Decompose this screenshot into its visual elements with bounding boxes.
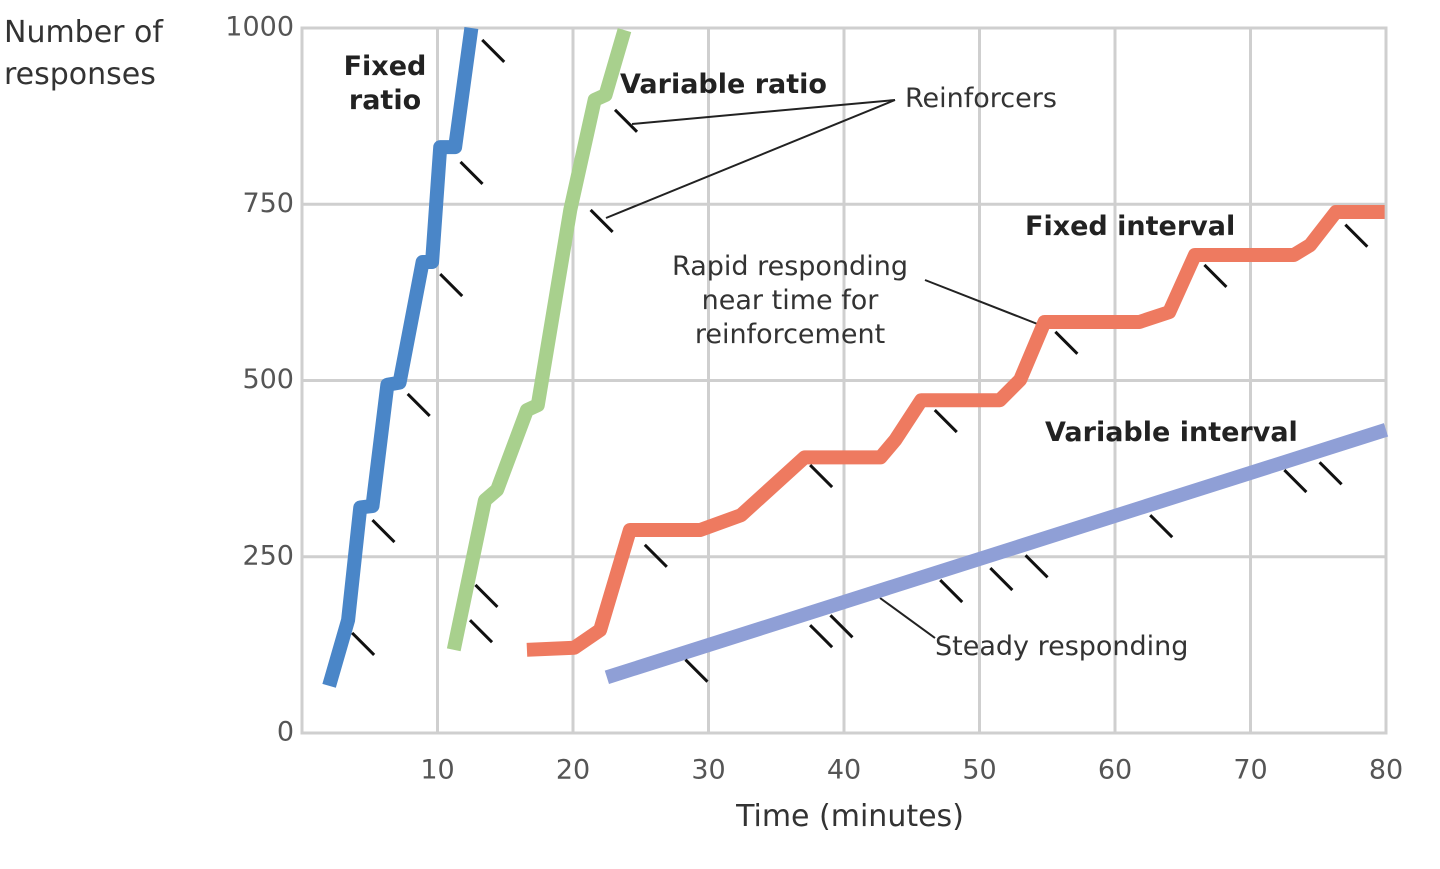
annotation: Rapid responding near time for reinforce… [672, 251, 908, 350]
reinforcer-mark [351, 631, 376, 656]
reinforcer-mark [468, 619, 494, 644]
y-tick-label: 250 [242, 540, 294, 571]
x-tick-label: 50 [962, 755, 996, 786]
reinforcer-mark [1054, 330, 1079, 355]
grid [300, 26, 1388, 735]
series-line [526, 205, 1385, 657]
reinforcer-mark [474, 583, 499, 609]
x-tick-label: 40 [827, 755, 861, 786]
series-line [446, 28, 632, 652]
reinforcer-mark [459, 160, 484, 186]
y-axis-title: Number of responses [4, 15, 163, 92]
reinforcer-mark [933, 409, 958, 434]
reinforcer-mark [406, 392, 431, 417]
series-line [322, 27, 479, 688]
annotation: Reinforcers [905, 83, 1057, 114]
leader-line [879, 597, 936, 639]
y-tick-label: 750 [242, 188, 294, 219]
reinforcer-mark [1024, 554, 1049, 579]
y-tick-label: 0 [277, 717, 294, 748]
x-axis-title: Time (minutes) [736, 799, 964, 834]
reinforcer-mark [1283, 468, 1308, 494]
annotation: Steady responding [935, 631, 1189, 662]
leader-line [605, 99, 896, 219]
reinforcer-mark [829, 614, 854, 639]
reinforcer-mark [613, 108, 639, 133]
series-label: Variable interval [1045, 417, 1298, 448]
x-tick-label: 30 [691, 755, 725, 786]
reinforcer-mark [589, 208, 614, 233]
y-tick-label: 500 [242, 364, 294, 395]
reinforcer-mark [1344, 223, 1369, 248]
series-label: Fixed ratio [343, 51, 427, 116]
reinforcer-mark [1203, 263, 1228, 288]
reinforcer-mark [989, 566, 1014, 592]
reinforcer-mark [643, 543, 668, 568]
leader-line [924, 279, 1041, 326]
reinforcer-mark [481, 38, 506, 64]
reinforcer-mark [939, 578, 964, 604]
x-tick-label: 70 [1233, 755, 1267, 786]
reinforcer-mark [1318, 461, 1343, 486]
leader-lines [605, 99, 1041, 639]
y-tick-label: 1000 [225, 12, 294, 43]
reinforcer-mark [1149, 514, 1174, 539]
reinforcer-mark [809, 624, 834, 649]
reinforcer-mark [439, 272, 464, 298]
x-tick-label: 20 [556, 755, 590, 786]
x-tick-label: 60 [1098, 755, 1132, 786]
reinforcer-mark [371, 519, 396, 544]
leader-line [631, 99, 896, 125]
series-label: Fixed interval [1025, 211, 1236, 242]
x-tick-label: 10 [420, 755, 454, 786]
series-line [604, 423, 1389, 684]
reinforcer-mark [684, 658, 709, 683]
reinforcer-mark [809, 464, 834, 489]
series-label: Variable ratio [620, 69, 827, 100]
x-tick-label: 80 [1369, 755, 1403, 786]
